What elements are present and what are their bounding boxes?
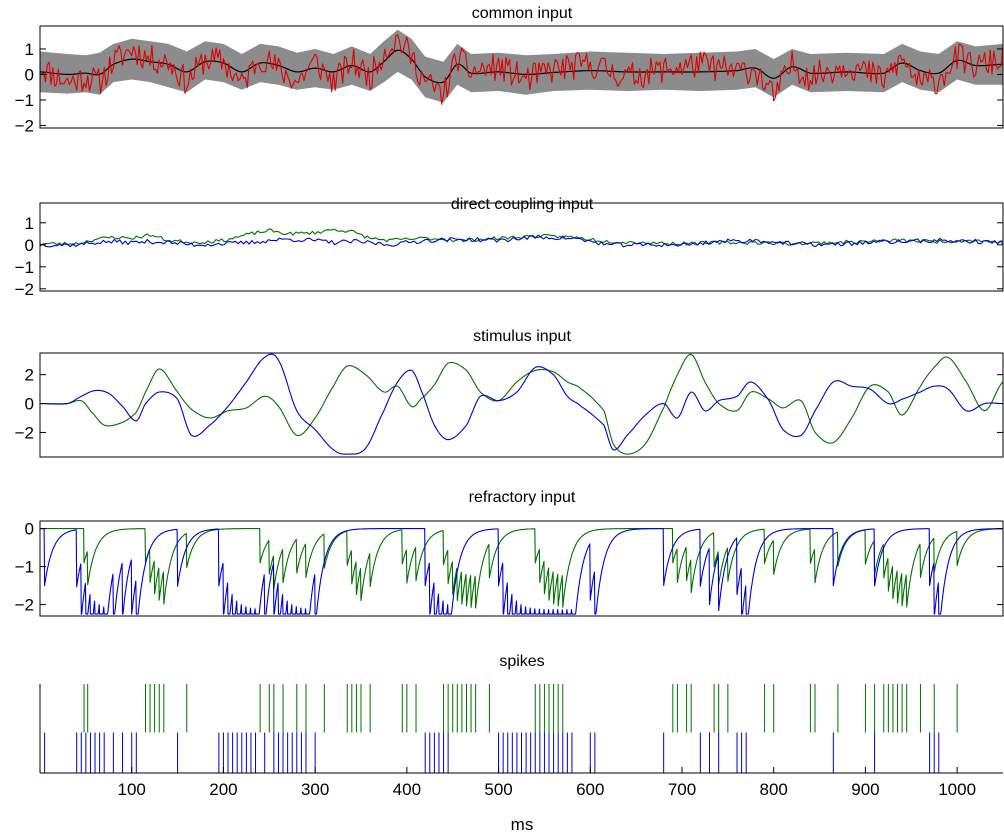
plot-area (40, 353, 1003, 455)
y-tick-label: 0 (25, 65, 34, 84)
panel-refractory-input: refractory input −2 −1 0 (15, 489, 1004, 617)
panel-direct-coupling-input: direct coupling input −2 −1 0 1 (15, 196, 1004, 299)
panel-title: spikes (499, 653, 544, 670)
panel-common-input: common input −2 −1 0 1 (15, 5, 1004, 135)
x-tick-label: 900 (851, 780, 879, 799)
plot-area (40, 228, 1003, 248)
y-tick-label: 0 (25, 236, 34, 255)
x-tick-label: 200 (209, 780, 237, 799)
x-tick-label: 800 (760, 780, 788, 799)
series-line (40, 34, 1003, 105)
axes-frame (39, 202, 1004, 292)
y-tick-label: 0 (25, 520, 34, 539)
panel-stimulus-input: stimulus input −2 0 2 (15, 328, 1004, 458)
y-tick-label: 1 (25, 40, 34, 59)
y-tick-label: −1 (15, 91, 34, 110)
y-tick-label: −1 (15, 258, 34, 277)
axes-frame (39, 352, 1004, 458)
axes-frame (39, 520, 1004, 617)
panel-title: stimulus input (473, 328, 571, 345)
plot-area (40, 528, 1003, 615)
series-line (40, 528, 1003, 615)
x-tick-label: 1000 (938, 780, 976, 799)
y-tick-label: −1 (15, 558, 34, 577)
plot-area (40, 29, 1003, 105)
x-tick-label: 300 (301, 780, 329, 799)
x-tick-label: 400 (393, 780, 421, 799)
y-tick-label: −2 (15, 116, 34, 135)
axes-frame (39, 25, 1004, 129)
y-tick-label: −2 (15, 596, 34, 615)
series-line (40, 234, 1003, 248)
panel-title: refractory input (469, 489, 576, 506)
y-tick-label: 2 (25, 366, 34, 385)
series-line (40, 49, 1003, 84)
x-axis-label: ms (511, 815, 534, 834)
series-line (40, 353, 1003, 455)
plot-area (44, 684, 958, 773)
y-tick-label: −2 (15, 280, 34, 299)
x-tick-label: 600 (576, 780, 604, 799)
y-tick-label: −2 (15, 423, 34, 442)
series-line (40, 528, 1003, 609)
x-tick-label: 500 (484, 780, 512, 799)
y-tick-label: 0 (25, 395, 34, 414)
series-line (40, 353, 1003, 455)
y-tick-label: 1 (25, 214, 34, 233)
panel-spikes: spikes ms 100 200 300 400 500 600 700 800 900 100… (39, 653, 1003, 834)
x-tick-label: 100 (118, 780, 146, 799)
panel-title: direct coupling input (451, 196, 594, 213)
x-tick-label: 700 (668, 780, 696, 799)
panel-title: common input (472, 5, 573, 22)
